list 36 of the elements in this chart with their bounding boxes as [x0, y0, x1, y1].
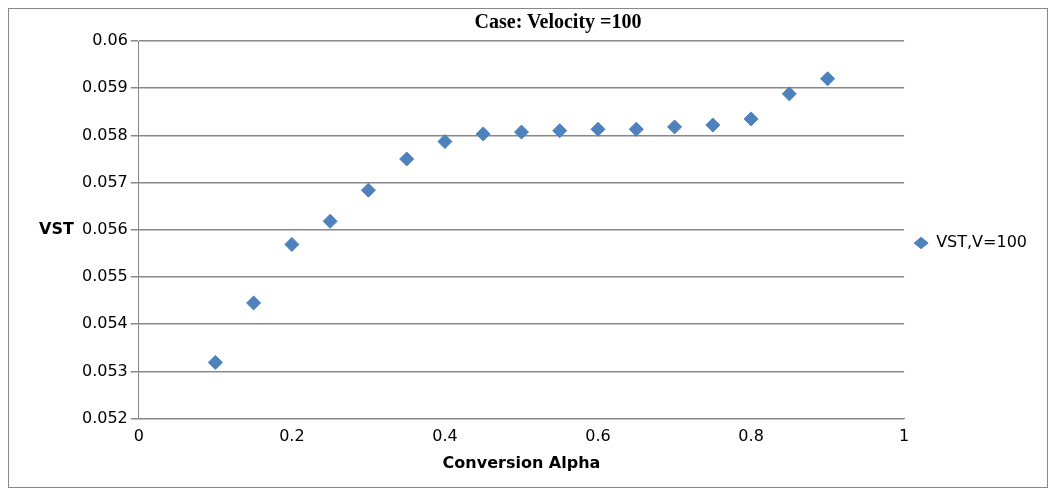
point — [284, 236, 300, 252]
point — [781, 86, 797, 102]
point — [360, 182, 376, 198]
point — [667, 119, 683, 135]
point — [399, 151, 415, 167]
x-tick-label: 0.4 — [432, 426, 458, 446]
chart-title: Case: Velocity =100 — [474, 10, 642, 34]
point — [743, 111, 759, 127]
point — [246, 295, 262, 311]
y-tick-label: 0.052 — [81, 407, 128, 427]
y-tick-label: 0.056 — [81, 218, 128, 238]
y-tick-label: 0.055 — [81, 266, 128, 286]
point — [437, 134, 453, 150]
point — [552, 123, 568, 139]
y-tick-label: 0.057 — [81, 171, 128, 191]
x-tick-label: 0 — [133, 426, 144, 446]
x-axis-title: Conversion Alpha — [442, 452, 601, 472]
x-tick-label: 1 — [899, 426, 910, 446]
point — [705, 117, 721, 133]
y-tick-label: 0.054 — [81, 313, 128, 333]
point — [628, 121, 644, 137]
x-tick-label: 0.6 — [585, 426, 611, 446]
point — [207, 354, 223, 370]
x-tick-label: 0.8 — [738, 426, 764, 446]
point — [820, 71, 836, 87]
legend-label: VST,V=100 — [936, 232, 1028, 252]
point — [590, 121, 606, 137]
point — [513, 124, 529, 140]
y-tick-label: 0.059 — [81, 77, 128, 97]
y-axis-title: VST — [39, 218, 74, 238]
point — [475, 126, 491, 142]
x-tick-label: 0.2 — [279, 426, 305, 446]
point — [322, 213, 338, 229]
y-tick-label: 0.058 — [81, 124, 128, 144]
y-tick-label: 0.053 — [81, 360, 128, 380]
y-tick-label: 0.06 — [92, 30, 128, 50]
